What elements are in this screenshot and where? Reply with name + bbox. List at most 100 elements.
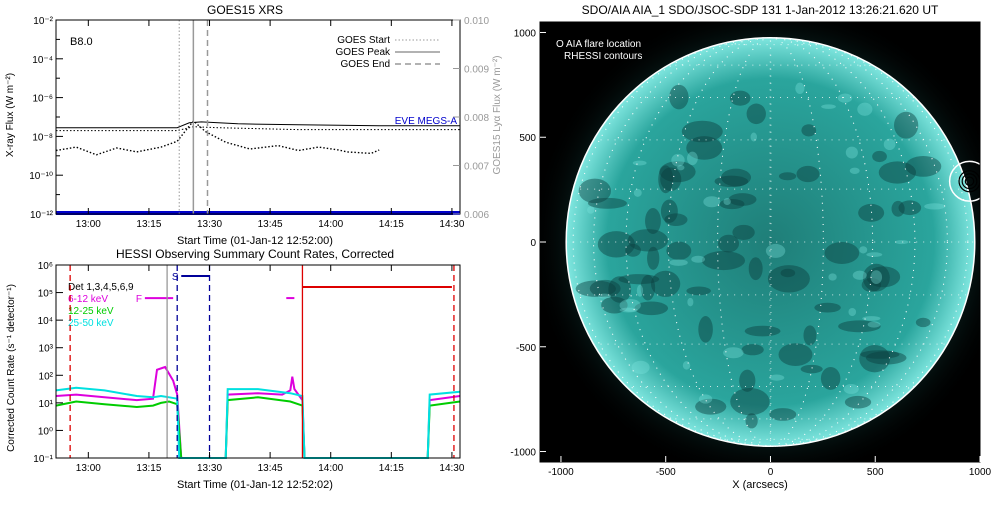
sun-dark-region	[714, 175, 749, 188]
sun-dark-region	[625, 243, 641, 257]
hessi-x-tick-label: 14:15	[379, 463, 404, 474]
aia-legend-flare-location: O AIA flare location	[556, 39, 641, 50]
goes-y-tick-label: 10⁻⁶	[32, 94, 53, 105]
sun-bright-region	[723, 198, 731, 206]
hessi-y-tick-label: 10⁻¹	[33, 454, 53, 465]
sun-dark-region	[730, 387, 770, 416]
hessi-x-tick-label: 13:45	[258, 463, 283, 474]
sun-bright-region	[867, 321, 881, 328]
sun-dark-region	[686, 286, 711, 296]
sun-dark-region	[746, 103, 766, 125]
sun-bright-region	[849, 167, 860, 175]
sun-dark-region	[732, 224, 755, 240]
sun-dark-region	[618, 274, 660, 285]
legend-goes-start-label: GOES Start	[337, 35, 390, 46]
sun-bright-region	[632, 160, 647, 166]
hessi-panel: HESSI Observing Summary Count Rates, Cor…	[6, 247, 465, 491]
sun-bright-region	[691, 255, 706, 263]
aia-y-tick-label: 500	[519, 133, 536, 144]
sun-longitude-line	[593, 37, 948, 447]
goes-x-tick-label: 13:15	[136, 219, 161, 230]
sun-dark-region	[647, 246, 660, 270]
rhessi-contour	[964, 176, 975, 187]
goes-series-xrs-long	[56, 121, 460, 129]
sun-dark-region	[669, 84, 689, 110]
goes-legend: GOES Start GOES Peak GOES End	[336, 35, 440, 70]
sun-dark-region	[898, 200, 922, 216]
hessi-y-tick-label: 10²	[39, 371, 54, 382]
sun-dark-region	[686, 136, 723, 160]
sun-dark-region	[801, 124, 817, 137]
hessi-series-6-12-kev	[55, 365, 461, 459]
goes-class-label: B8.0	[70, 36, 93, 48]
legend-6-12-kev: 6-12 keV	[68, 294, 108, 305]
sun-dark-region	[796, 165, 820, 183]
goes-x-tick-label: 13:30	[197, 219, 222, 230]
sun-bright-region	[837, 93, 853, 103]
sun-dark-region	[838, 320, 881, 333]
sun-bright-region	[671, 153, 685, 167]
aia-x-tick-label: -500	[656, 467, 676, 478]
sun-dark-region	[820, 367, 841, 390]
sun-dark-region	[701, 250, 746, 271]
hessi-title: HESSI Observing Summary Count Rates, Cor…	[116, 247, 394, 261]
sun-dark-region	[634, 301, 669, 316]
goes-y2-tick-label: 0.007	[464, 162, 489, 173]
hessi-x-tick-label: 13:30	[197, 463, 222, 474]
hessi-x-tick-label: 14:00	[318, 463, 343, 474]
hessi-flag-s-label: S	[172, 272, 179, 283]
sun-bright-region	[597, 293, 611, 299]
sun-dark-region	[744, 325, 781, 337]
sun-dark-region	[844, 395, 872, 409]
sun-bright-region	[795, 82, 805, 94]
sun-bright-region	[633, 188, 642, 197]
rhessi-contour	[961, 173, 978, 190]
aia-x-tick-label: -1000	[548, 467, 574, 478]
sun-dark-region	[767, 265, 810, 293]
hessi-x-label: Start Time (01-Jan-12 12:52:02)	[177, 479, 333, 491]
sun-bright-region	[862, 316, 881, 321]
eve-megs-label: EVE MEGS-A	[395, 116, 458, 127]
hessi-x-tick-label: 13:15	[136, 463, 161, 474]
sun-bright-region	[857, 102, 873, 116]
sun-dark-region	[645, 208, 661, 234]
sun-bright-region	[619, 298, 641, 312]
goes-series-xrs-short	[56, 126, 460, 132]
sun-limb	[565, 36, 976, 448]
sun-bright-region	[687, 151, 698, 166]
sun-dark-region	[721, 168, 752, 187]
sun-bright-region	[677, 164, 685, 171]
aia-y-tick-label: 1000	[514, 28, 537, 39]
sun-dark-region	[664, 213, 688, 227]
sun-longitude-line	[717, 37, 824, 447]
sun-bright-region	[723, 347, 744, 359]
sun-dark-region	[658, 165, 674, 194]
sun-dark-region	[660, 167, 682, 192]
sun-bright-region	[687, 297, 694, 307]
aia-legend-rhessi-contours: RHESSI contours	[564, 51, 642, 62]
goes-y-tick-label: 10⁻¹⁰	[29, 171, 53, 182]
goes-y2-tick-label: 0.008	[464, 113, 489, 124]
sun-dark-region	[575, 280, 616, 297]
aia-y-tick-label: -1000	[510, 448, 536, 459]
sun-dark-region	[718, 234, 740, 253]
sun-dark-region	[589, 279, 621, 298]
hessi-frame	[55, 264, 461, 459]
aia-y-tick-label: 0	[530, 238, 536, 249]
sun-dark-region	[814, 302, 841, 313]
sun-dark-region	[681, 120, 723, 143]
legend-goes-peak-label: GOES Peak	[336, 47, 391, 58]
sun-dark-region	[741, 344, 764, 356]
hessi-y-tick-label: 10⁴	[38, 316, 53, 327]
sun-dark-region	[894, 111, 919, 139]
sun-bright-region	[669, 259, 688, 266]
sun-dark-region	[780, 268, 796, 278]
sun-longitude-line	[769, 37, 772, 447]
sun-dark-region	[627, 229, 669, 252]
sun-bright-region	[843, 384, 859, 394]
legend-detectors: Det 1,3,4,5,6,9	[68, 282, 134, 293]
goes-y2-tick-label: 0.009	[464, 65, 489, 76]
goes-x-tick-label: 14:00	[318, 219, 343, 230]
